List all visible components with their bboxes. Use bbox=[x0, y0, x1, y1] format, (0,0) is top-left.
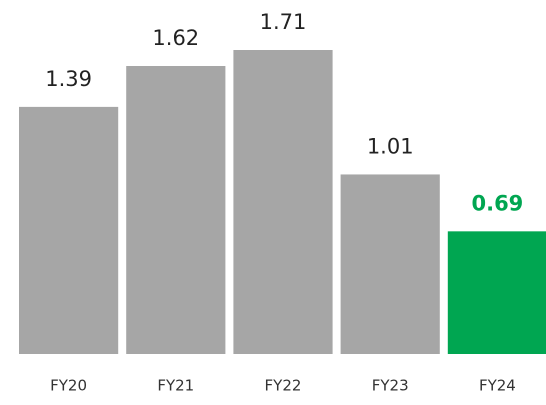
value-label: 1.62 bbox=[152, 26, 199, 50]
x-tick-label: FY24 bbox=[479, 377, 516, 395]
bar bbox=[447, 231, 546, 354]
x-tick-label: FY21 bbox=[157, 377, 194, 395]
value-label: 1.71 bbox=[260, 10, 307, 34]
bar bbox=[19, 106, 119, 354]
value-label: 1.39 bbox=[45, 67, 92, 91]
x-tick-label: FY20 bbox=[50, 377, 87, 395]
x-tick-label: FY23 bbox=[372, 377, 409, 395]
value-label: 0.69 bbox=[471, 191, 523, 215]
value-label: 1.01 bbox=[367, 134, 414, 158]
x-tick-label: FY22 bbox=[265, 377, 302, 395]
bar bbox=[126, 66, 226, 354]
bar bbox=[233, 50, 333, 354]
bar bbox=[340, 174, 440, 354]
